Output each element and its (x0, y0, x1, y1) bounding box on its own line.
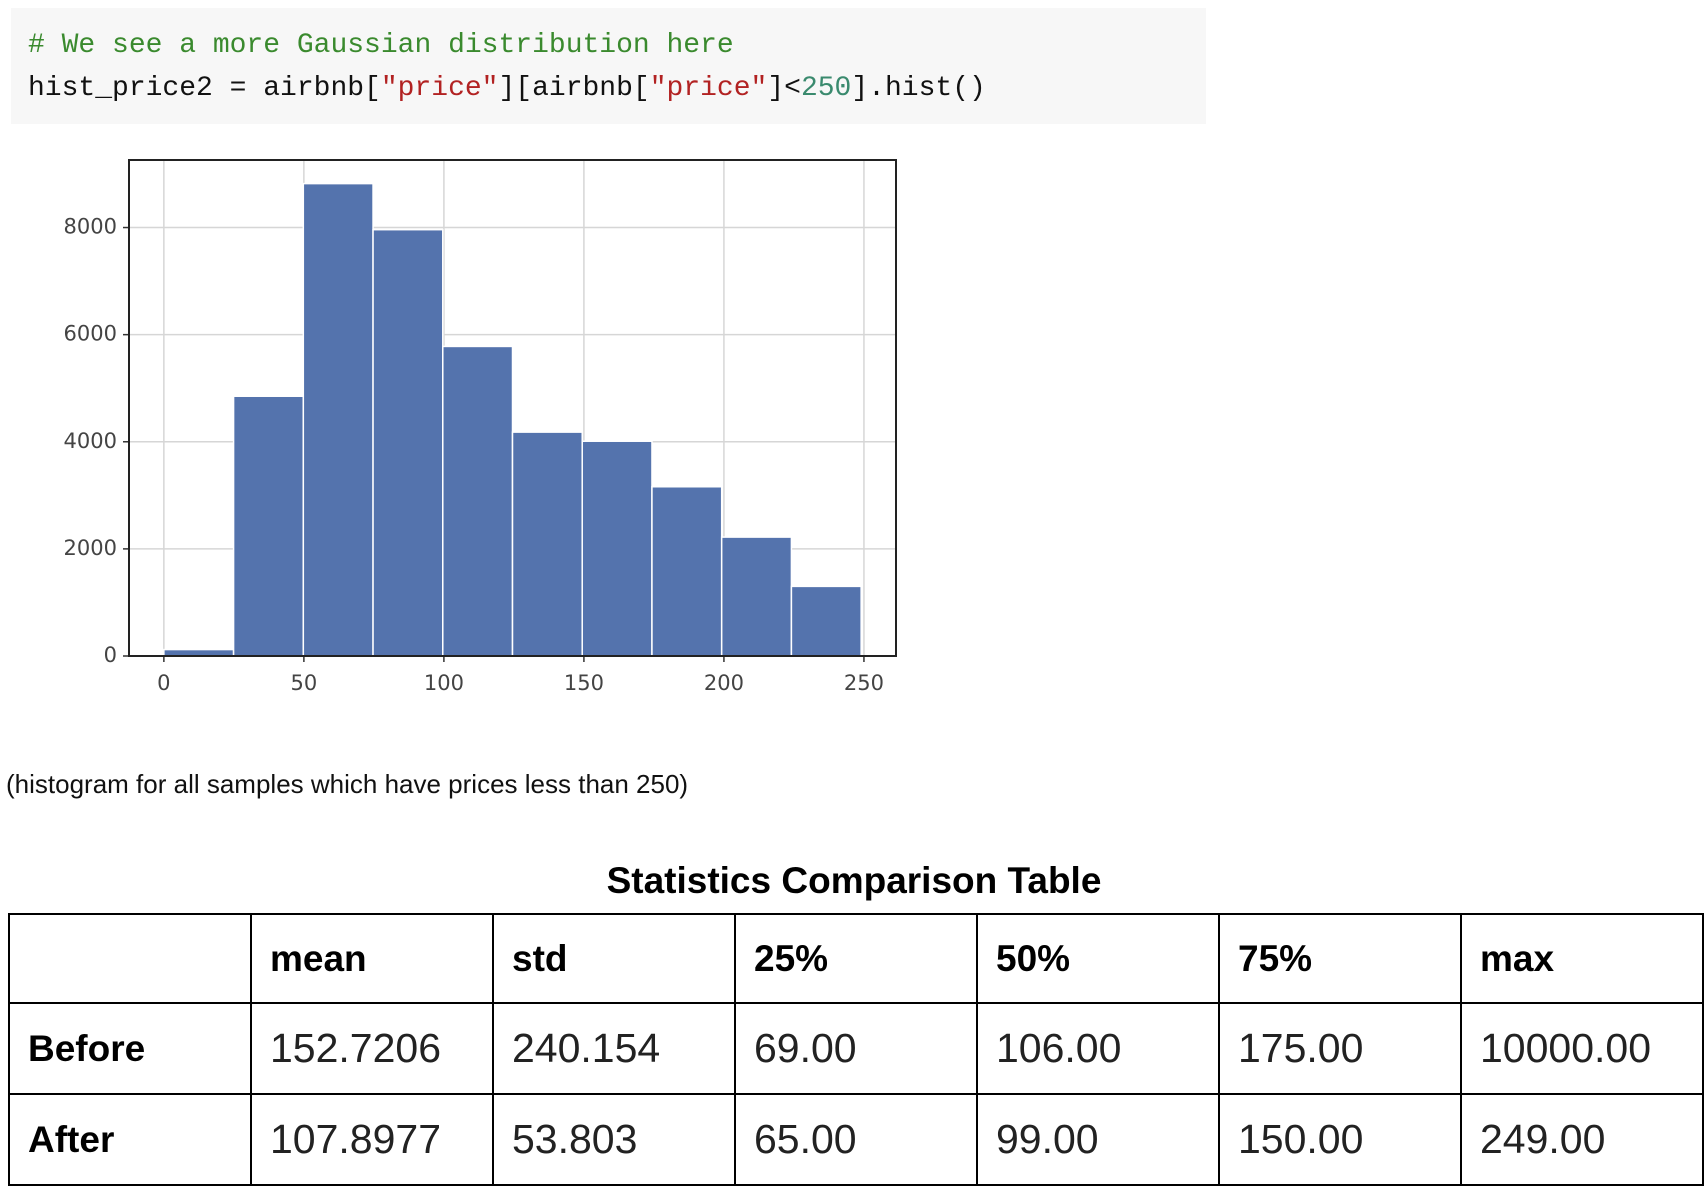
column-header: std (492, 913, 736, 1004)
x-tick-label: 50 (291, 671, 318, 695)
cell: 53.803 (492, 1093, 736, 1186)
plot-frame (128, 159, 897, 657)
code-cell: # We see a more Gaussian distribution he… (11, 8, 1206, 124)
cell: 152.7206 (250, 1002, 494, 1095)
bar (581, 440, 653, 657)
cell: 106.00 (976, 1002, 1220, 1095)
table-title: Statistics Comparison Table (606, 860, 1102, 901)
y-tick-label: 2000 (64, 536, 117, 560)
code-line: # We see a more Gaussian distribution he… (28, 24, 1206, 67)
cell: 175.00 (1218, 1002, 1462, 1095)
bar (511, 431, 583, 657)
row-label: Before (8, 1002, 252, 1095)
x-tick-label: 200 (704, 671, 744, 695)
cell: 69.00 (734, 1002, 978, 1095)
x-tick-label: 250 (844, 671, 884, 695)
header-row: mean std 25% 50% 75% max (8, 913, 1704, 1004)
column-header: 50% (976, 913, 1220, 1004)
y-tick-label: 6000 (64, 322, 117, 346)
cell: 249.00 (1460, 1093, 1704, 1186)
corner-cell (8, 913, 252, 1004)
cell: 65.00 (734, 1093, 978, 1186)
bar (790, 585, 862, 657)
code-token: hist_price2 = airbnb[ (28, 73, 381, 104)
code-token: ]< (767, 73, 801, 104)
x-tick-label: 150 (564, 671, 604, 695)
code-token: ].hist() (851, 73, 986, 104)
row-label: After (8, 1093, 252, 1186)
column-header: mean (250, 913, 494, 1004)
code-line: hist_price2 = airbnb["price"][airbnb["pr… (28, 67, 1206, 110)
bar (302, 182, 374, 657)
cell: 107.8977 (250, 1093, 494, 1186)
data-row: Before 152.7206 240.154 69.00 106.00 175.00 10… (8, 1002, 1704, 1095)
code-token: ][airbnb[ (498, 73, 650, 104)
cell: 150.00 (1218, 1093, 1462, 1186)
cell: 10000.00 (1460, 1002, 1704, 1095)
column-header: 75% (1218, 913, 1462, 1004)
column-header: max (1460, 913, 1704, 1004)
cell: 240.154 (492, 1002, 736, 1095)
caption: (histogram for all samples which have pr… (6, 769, 689, 799)
y-tick-label: 8000 (64, 215, 117, 239)
code-token: 250 (800, 73, 852, 104)
data-row: After 107.8977 53.803 65.00 99.00 150.00 249.0… (8, 1093, 1704, 1186)
x-tick-label: 0 (157, 671, 170, 695)
bar (442, 345, 514, 657)
y-tick-label: 0 (104, 643, 117, 667)
stats-table: mean std 25% 50% 75% max Before 152.7206 240.154… (8, 913, 1704, 1186)
cell: 99.00 (976, 1093, 1220, 1186)
code-token: "price" (380, 73, 499, 104)
code-token: # We see a more Gaussian distribution he… (28, 30, 734, 61)
bar (372, 228, 444, 657)
bar (651, 486, 723, 657)
y-tick-label: 4000 (64, 429, 117, 453)
bar (232, 395, 305, 657)
column-header: 25% (734, 913, 978, 1004)
bar (720, 536, 793, 657)
x-tick-label: 100 (424, 671, 464, 695)
code-token: "price" (649, 73, 768, 104)
histogram-chart: 0 50 100 150 200 250 0 2000 4000 6000 8000 (64, 159, 897, 695)
